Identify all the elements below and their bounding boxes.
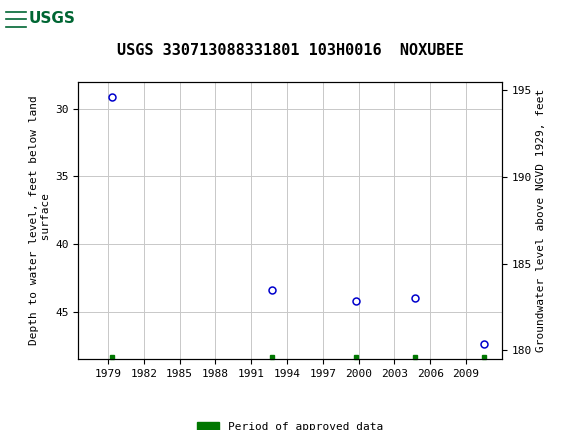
Legend: Period of approved data: Period of approved data [193, 418, 387, 430]
Text: USGS: USGS [29, 11, 75, 26]
Y-axis label: Depth to water level, feet below land
 surface: Depth to water level, feet below land su… [30, 95, 51, 345]
Bar [3, 2, 102, 37]
Text: USGS 330713088331801 103H0016  NOXUBEE: USGS 330713088331801 103H0016 NOXUBEE [117, 43, 463, 58]
Y-axis label: Groundwater level above NGVD 1929, feet: Groundwater level above NGVD 1929, feet [536, 89, 546, 352]
